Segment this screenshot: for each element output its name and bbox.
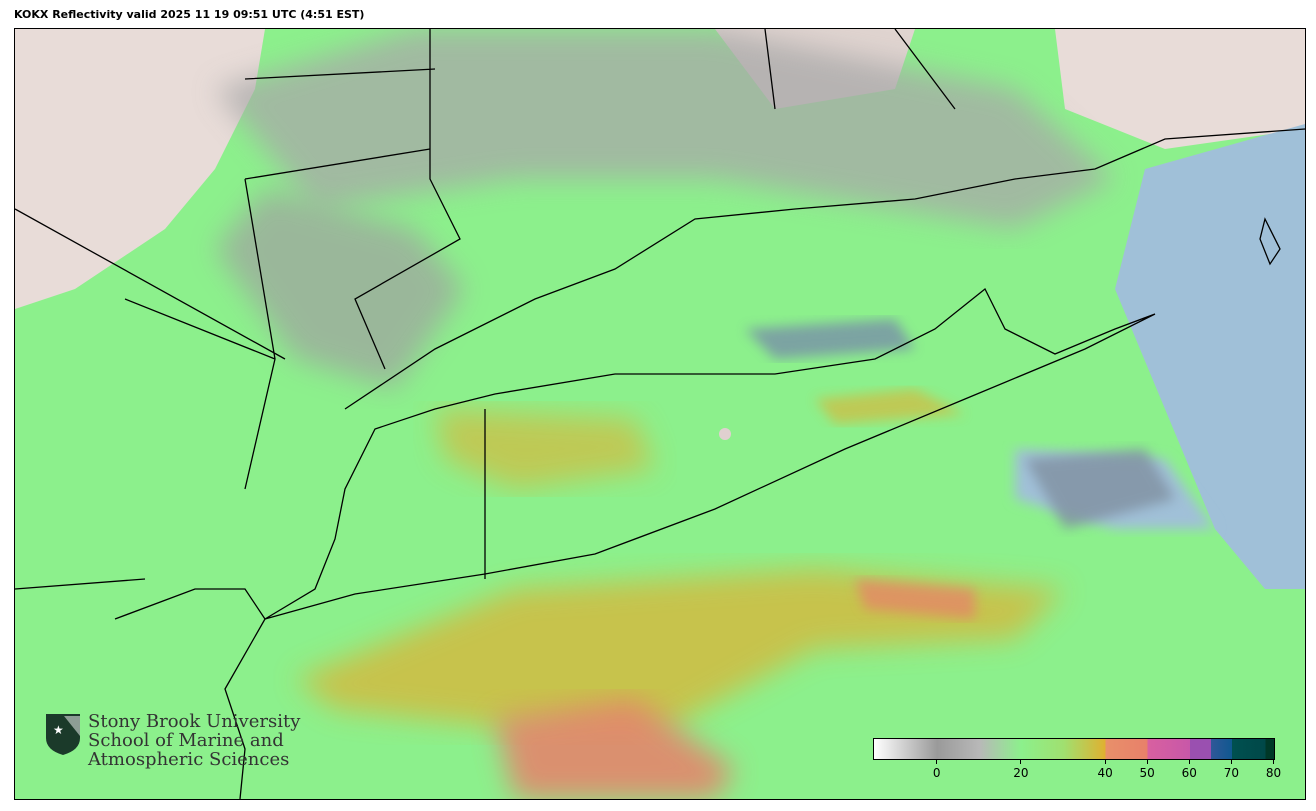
logo-line-3: Atmospheric Sciences	[88, 749, 290, 770]
sbu-somas-logo: ★ Stony Brook University School of Marin…	[44, 712, 300, 769]
logo-line-2: School of Marine and	[88, 730, 284, 751]
colorbar-tick	[1273, 759, 1274, 764]
colorbar-tick-label: 70	[1223, 766, 1240, 780]
reflectivity-colorbar	[873, 738, 1275, 760]
colorbar-tick	[936, 759, 938, 764]
reflectivity-echoes	[215, 29, 1175, 799]
block-island	[1259, 217, 1281, 266]
colorbar-tick	[1230, 759, 1232, 764]
colorbar-tick-label: 20	[1013, 766, 1029, 780]
sbu-shield-icon: ★	[46, 714, 80, 755]
colorbar-tick	[1146, 759, 1148, 764]
colorbar-tick-label: 80	[1265, 766, 1282, 780]
colorbar-tick	[1020, 759, 1022, 764]
colorbar-tick	[1188, 759, 1190, 764]
state-lines	[15, 29, 956, 590]
nj-coast	[114, 588, 266, 799]
colorbar-tick-label: 0	[932, 766, 941, 780]
map-title: KOKX Reflectivity valid 2025 11 19 09:51…	[14, 8, 365, 21]
radar-map-svg	[15, 29, 1305, 799]
long-island-coast	[264, 287, 1156, 620]
colorbar-tick-label: 40	[1097, 766, 1113, 780]
logo-line-1: Stony Brook University	[88, 711, 301, 732]
connecticut-coast	[344, 128, 1305, 410]
svg-text:★: ★	[53, 723, 64, 737]
colorbar-tick	[1104, 759, 1106, 764]
colorbar-tick-label: 60	[1181, 766, 1197, 780]
boundaries	[15, 29, 1305, 799]
radar-map[interactable]	[14, 28, 1306, 800]
colorbar-tick-label: 50	[1139, 766, 1155, 780]
